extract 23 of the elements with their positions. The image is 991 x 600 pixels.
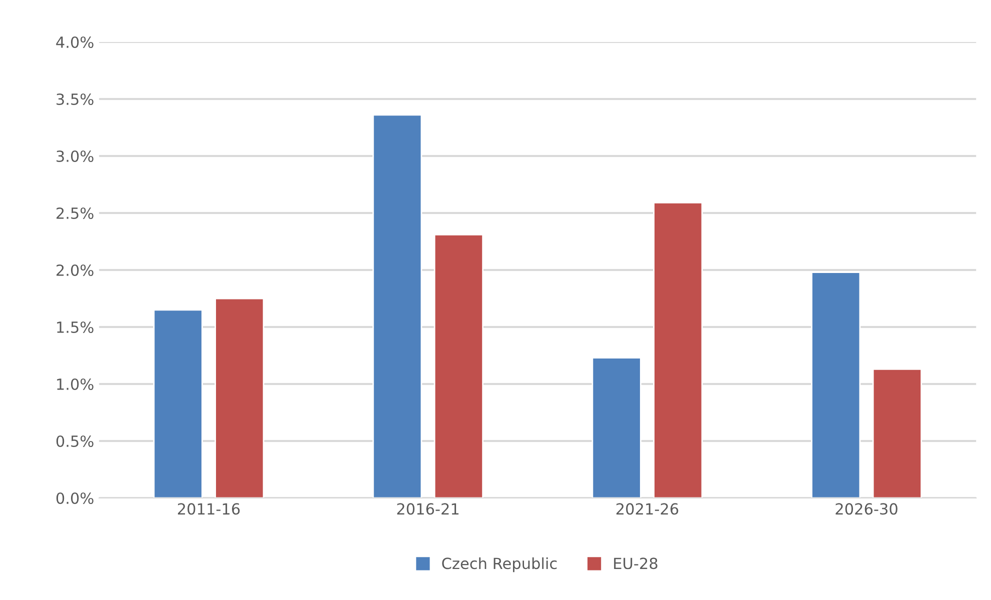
y-tick-label: 3.5% <box>56 93 94 106</box>
bar <box>592 357 642 498</box>
bar <box>872 368 922 498</box>
bar <box>372 114 422 498</box>
bar <box>653 202 703 498</box>
bar <box>810 272 861 498</box>
x-tick-label: 2011-16 <box>178 503 240 515</box>
y-tick-label: 1.5% <box>57 321 94 334</box>
y-tick-label: 4.0% <box>56 36 94 48</box>
y-tick-label: 2.0% <box>56 264 94 276</box>
bar <box>153 309 203 498</box>
bar <box>434 234 484 498</box>
x-tick-label: 2016-21 <box>397 503 458 515</box>
y-tick-label: 0.0% <box>56 492 94 504</box>
legend-label: EU-28 <box>614 558 658 570</box>
y-tick-label: 1.0% <box>57 378 94 390</box>
y-tick-label: 3.0% <box>56 150 94 162</box>
bar <box>214 298 264 498</box>
y-tick-label: 0.5% <box>56 435 94 448</box>
legend-label: Czech Republic <box>442 557 557 572</box>
x-tick-label: 2021-26 <box>616 503 678 515</box>
y-tick-label: 2.5% <box>56 207 94 220</box>
x-tick-label: 2026-30 <box>836 503 898 515</box>
